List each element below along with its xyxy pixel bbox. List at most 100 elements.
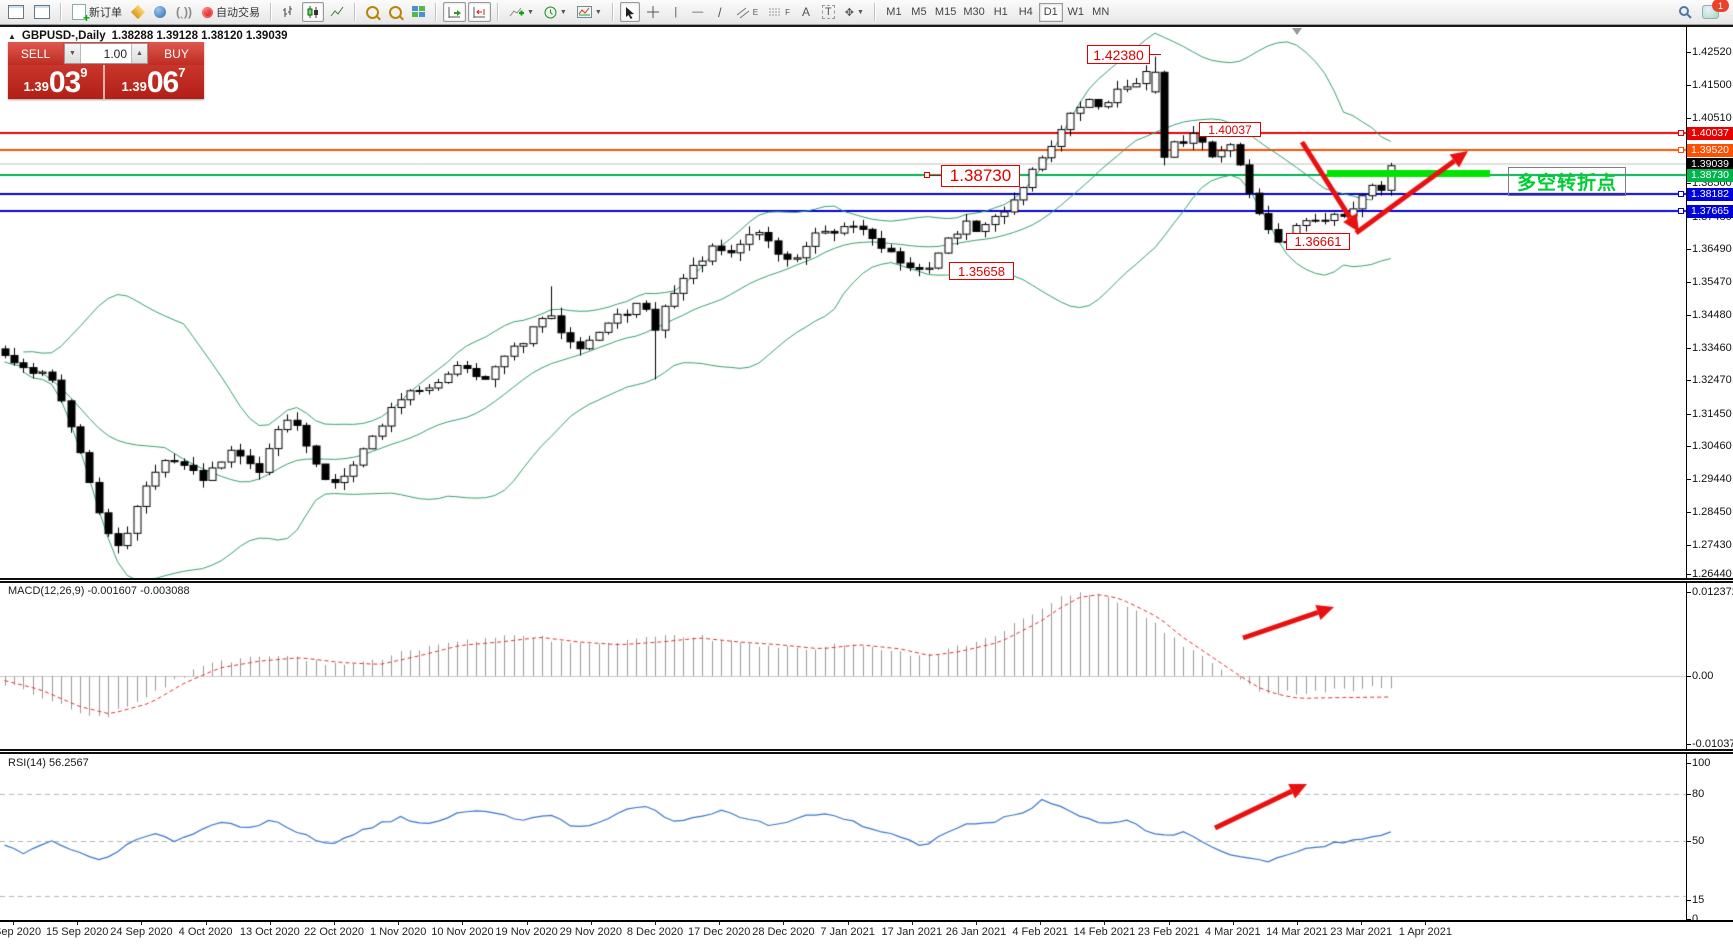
pivot-annotation-label[interactable]: 多空转折点 [1508, 167, 1626, 196]
channel-tool-label: E [752, 7, 759, 17]
candlestick-chart-button[interactable] [301, 2, 324, 22]
macd-panel-separator[interactable] [0, 578, 1733, 583]
text-tool-icon: A [802, 5, 811, 19]
new-order-button[interactable]: + 新订单 [68, 2, 126, 24]
text-label-tool-button[interactable]: T [818, 2, 839, 22]
cursor-tool-button[interactable] [619, 2, 640, 22]
crosshair-icon [646, 6, 659, 18]
timeframe-button-m1[interactable]: M1 [886, 6, 902, 18]
chart-shift-button[interactable] [467, 2, 491, 22]
equidistant-channel-icon [736, 7, 750, 18]
vertical-line-icon: | [674, 6, 678, 18]
templates-icon [576, 6, 592, 18]
toolbar-separator [873, 3, 876, 21]
timeframe-button-m5[interactable]: M5 [911, 6, 927, 18]
bar-chart-icon [282, 6, 292, 17]
fibonacci-tool-label: F [785, 7, 791, 17]
signals-button[interactable]: (ˎ)) [172, 2, 196, 22]
bar-chart-button[interactable] [278, 2, 300, 22]
toolbar-separator [434, 3, 437, 21]
timeframe-button-h1[interactable]: H1 [993, 6, 1008, 18]
buy-button[interactable]: BUY [149, 42, 204, 65]
chart-window-button[interactable] [4, 2, 28, 22]
volume-input[interactable]: 1.00 [103, 46, 127, 61]
zoom-out-button[interactable] [385, 2, 406, 22]
sell-button[interactable]: SELL [8, 42, 63, 65]
community-button[interactable] [150, 2, 170, 22]
indicators-dropdown-caret: ▼ [526, 8, 534, 16]
timeframe-button-w1[interactable]: W1 [1067, 6, 1084, 18]
symbol-period-label: GBPUSD-,Daily [21, 30, 106, 42]
metaeditor-button[interactable] [128, 2, 148, 22]
line-chart-button[interactable] [326, 2, 348, 22]
chart-shift-icon [473, 6, 485, 18]
market-watch-button[interactable] [30, 2, 54, 22]
timeframe-button-mn[interactable]: MN [1092, 6, 1110, 18]
text-label-tool-icon: T [822, 5, 835, 19]
autotrading-button[interactable]: 自动交易 [198, 2, 264, 22]
price-axis-line [1686, 27, 1687, 920]
period-button[interactable]: ▼ [540, 2, 571, 22]
toolbar: + 新订单 (ˎ)) 自动交易 [0, 0, 1733, 25]
timeframe-button-m30[interactable]: M30 [963, 6, 985, 18]
chart-title: ▲ GBPUSD-,Daily 1.38288 1.39128 1.38120 … [8, 30, 288, 42]
buy-price-sup: 7 [178, 65, 186, 80]
timeframe-button-m15[interactable]: M15 [934, 6, 957, 18]
zoom-out-icon [388, 5, 402, 19]
horizontal-line-icon: — [692, 6, 704, 18]
fibonacci-tool-button[interactable]: F [764, 2, 794, 22]
zoom-in-button[interactable] [362, 2, 383, 22]
text-tool-button[interactable]: A [796, 2, 816, 22]
trendline-tool-button[interactable]: / [710, 2, 730, 22]
search-button[interactable] [1674, 2, 1696, 22]
timeframe-button-h4[interactable]: H4 [1018, 6, 1033, 18]
tile-windows-button[interactable] [408, 2, 429, 22]
collapse-quote-panel-icon[interactable]: ▲ [8, 31, 16, 41]
rsi-panel-separator[interactable] [0, 749, 1733, 754]
chart-shift-marker[interactable] [1292, 28, 1302, 35]
sell-price-big: 03 [48, 66, 81, 99]
toolbar-separator [496, 3, 499, 21]
date-axis-border [0, 920, 1733, 922]
zoom-in-icon [365, 5, 379, 19]
crosshair-tool-button[interactable] [642, 2, 664, 22]
metaeditor-icon [130, 4, 146, 20]
buy-price-small: 1.39 [121, 79, 147, 94]
arrows-dropdown-caret: ▼ [856, 8, 864, 16]
chart-window-icon [8, 5, 24, 19]
buy-price[interactable]: 1.39 06 7 [105, 65, 202, 99]
toolbar-separator [60, 3, 62, 21]
clock-icon [544, 6, 557, 18]
sell-price[interactable]: 1.39 03 9 [8, 65, 105, 99]
arrows-tool-button[interactable]: ✥ ▼ [841, 2, 868, 22]
volume-spinner: ▼ 1.00 ▲ [64, 43, 148, 64]
cursor-icon [625, 6, 634, 19]
line-chart-icon [330, 6, 344, 17]
trendline-icon: / [717, 4, 722, 20]
new-order-label: 新订单 [89, 7, 122, 19]
tile-windows-icon [411, 6, 425, 18]
channel-tool-button[interactable]: E [732, 2, 762, 22]
templates-dropdown-caret: ▼ [594, 8, 602, 16]
vertical-line-tool-button[interactable]: | [666, 2, 686, 22]
templates-button[interactable]: ▼ [573, 2, 606, 22]
autotrading-label: 自动交易 [215, 7, 260, 19]
one-click-trading-panel: SELL ▼ 1.00 ▲ BUY 1.39 03 9 1.39 06 7 [8, 42, 204, 99]
volume-decrease-button[interactable]: ▼ [65, 44, 81, 63]
volume-increase-button[interactable]: ▲ [131, 44, 147, 63]
toolbar-separator [353, 3, 356, 21]
market-watch-icon [34, 5, 50, 19]
macd-indicator-header: MACD(12,26,9) -0.001607 -0.003088 [8, 585, 190, 597]
period-dropdown-caret: ▼ [559, 8, 567, 16]
fibonacci-icon [769, 8, 782, 15]
timeframe-button-d1[interactable]: D1 [1038, 2, 1063, 22]
auto-scroll-button[interactable] [442, 2, 466, 22]
notifications-button[interactable]: 1 [1698, 0, 1729, 22]
toolbar-separator [269, 3, 272, 21]
indicators-icon [509, 7, 524, 16]
indicators-button[interactable]: ▼ [505, 2, 538, 22]
signals-icon: (ˎ)) [176, 5, 192, 19]
auto-scroll-icon [448, 6, 461, 18]
horizontal-line-tool-button[interactable]: — [688, 2, 708, 22]
